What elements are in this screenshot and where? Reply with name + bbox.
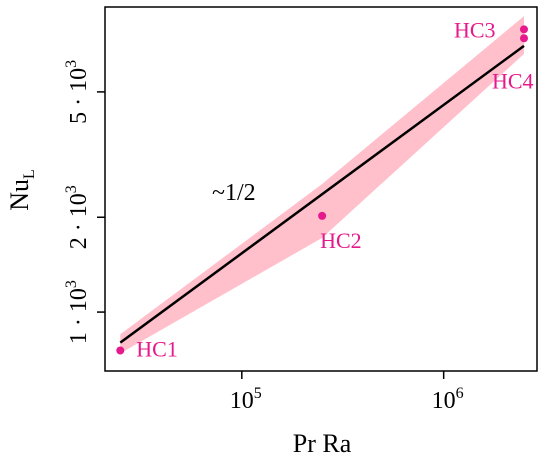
slope-label: ~1/2: [212, 180, 256, 206]
data-point-hc3: [519, 25, 528, 34]
confidence-band: [120, 16, 525, 354]
y-tick-label: 5 · 103: [63, 60, 92, 124]
data-point-hc2: [318, 211, 327, 220]
data-point-hc1: [116, 346, 125, 355]
fit-line: [119, 44, 525, 344]
x-tick-label: 105: [230, 385, 262, 414]
point-label-hc3: HC3: [454, 17, 496, 42]
point-label-hc1: HC1: [136, 337, 178, 362]
y-tick-label: 2 · 103: [63, 185, 92, 249]
y-tick-label: 1 · 103: [63, 280, 92, 344]
point-label-hc2: HC2: [320, 228, 362, 253]
plot-frame: [104, 6, 538, 372]
y-axis-label: NuL: [5, 169, 38, 211]
point-label-hc4: HC4: [492, 68, 534, 93]
x-axis-label: Pr Ra: [293, 429, 352, 458]
x-tick-label: 106: [432, 385, 464, 414]
data-point-hc4: [519, 34, 528, 43]
